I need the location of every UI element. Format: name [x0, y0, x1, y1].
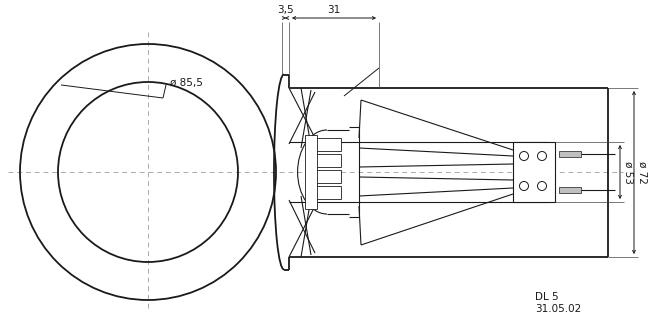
Bar	[311, 186, 341, 199]
Text: 31.05.02: 31.05.02	[535, 304, 582, 314]
Text: 31: 31	[327, 5, 341, 15]
Bar	[559, 187, 581, 193]
Text: ø 85,5: ø 85,5	[170, 78, 203, 88]
Bar	[513, 142, 555, 202]
Bar	[305, 135, 317, 209]
Bar	[559, 151, 581, 157]
Text: 3,5: 3,5	[277, 5, 294, 15]
Text: ø 72: ø 72	[637, 160, 647, 184]
Text: ø 53: ø 53	[623, 160, 633, 184]
Bar	[311, 138, 341, 151]
Text: DL 5: DL 5	[535, 292, 559, 302]
Bar	[311, 170, 341, 183]
Bar	[311, 154, 341, 167]
